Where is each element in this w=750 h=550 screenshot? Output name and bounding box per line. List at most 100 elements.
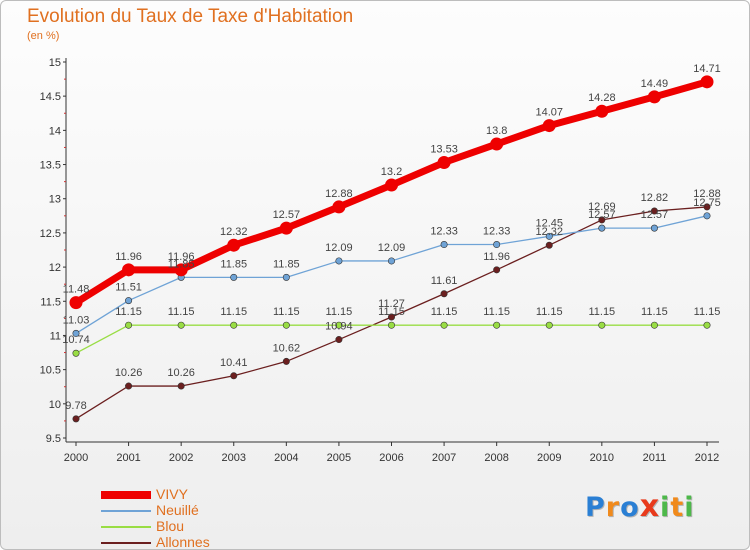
chart-title: Evolution du Taux de Taxe d'Habitation xyxy=(27,6,354,27)
data-label: 12.75 xyxy=(693,197,721,209)
data-label: 11.15 xyxy=(115,306,142,318)
data-label: 11.96 xyxy=(115,251,142,263)
data-point xyxy=(598,224,606,232)
x-tick-label: 2000 xyxy=(64,452,88,464)
data-point xyxy=(493,241,501,249)
data-point xyxy=(493,321,501,329)
x-tick-label: 2011 xyxy=(643,452,667,464)
data-point xyxy=(122,263,136,277)
data-point xyxy=(125,382,133,390)
data-label: 12.88 xyxy=(693,188,721,200)
y-tick-label: 10 xyxy=(49,399,61,411)
data-point xyxy=(227,238,241,252)
data-point xyxy=(282,273,290,281)
data-label: 11.15 xyxy=(483,306,510,318)
y-tick-label: 10.5 xyxy=(40,365,61,377)
data-point xyxy=(650,207,658,215)
data-label: 10.26 xyxy=(167,367,195,379)
proxiti-logo: Proxiti xyxy=(585,489,695,524)
data-label: 12.09 xyxy=(378,242,406,254)
data-label: 13.2 xyxy=(381,166,402,178)
data-point xyxy=(279,221,293,235)
data-point xyxy=(440,290,448,298)
data-label: 11.48 xyxy=(63,284,90,296)
y-tick-label: 11 xyxy=(50,330,61,342)
data-point xyxy=(230,372,238,380)
x-tick-label: 2009 xyxy=(537,452,561,464)
series-layer xyxy=(69,75,714,423)
legend-label: Neuillé xyxy=(156,502,199,518)
data-label: 11.96 xyxy=(483,251,510,263)
data-point xyxy=(335,336,343,344)
data-label: 12.32 xyxy=(220,226,248,238)
y-tick-label: 12.5 xyxy=(40,228,61,240)
data-label: 11.15 xyxy=(588,306,615,318)
data-point xyxy=(335,257,343,265)
data-label: 12.32 xyxy=(535,226,563,238)
data-label: 12.09 xyxy=(325,242,353,254)
data-point xyxy=(335,321,343,329)
data-label: 12.82 xyxy=(641,192,669,204)
data-point xyxy=(387,313,395,321)
data-label: 10.94 xyxy=(325,321,353,333)
data-point xyxy=(125,297,133,305)
y-tick-label: 13.5 xyxy=(40,160,61,172)
data-label: 11.51 xyxy=(115,282,142,294)
data-label: 11.15 xyxy=(220,306,247,318)
data-label: 11.85 xyxy=(220,258,247,270)
data-labels-layer: 11.48 11.96 11.96 12.32 12.57 12.88 13.2 13.53 1… xyxy=(62,63,721,412)
x-tick-label: 2010 xyxy=(590,452,614,464)
data-point xyxy=(230,321,238,329)
data-point xyxy=(542,119,556,133)
data-label: 11.15 xyxy=(378,306,405,318)
logo-letter: r xyxy=(605,492,621,523)
x-tick-label: 2007 xyxy=(432,452,456,464)
data-point xyxy=(125,321,133,329)
legend-label: Allonnes xyxy=(156,534,210,550)
data-label: 11.15 xyxy=(168,306,195,318)
data-label: 12.57 xyxy=(588,209,616,221)
x-tick-label: 2002 xyxy=(169,452,193,464)
legend-label: VIVY xyxy=(156,486,188,502)
data-label: 13.8 xyxy=(486,125,507,137)
data-label: 11.15 xyxy=(273,306,300,318)
data-point xyxy=(72,415,80,423)
chart-subtitle: (en %) xyxy=(27,30,60,42)
data-label: 10.26 xyxy=(115,367,143,379)
data-label: 10.62 xyxy=(273,342,301,354)
x-tick-label: 2008 xyxy=(484,452,508,464)
data-point xyxy=(703,321,711,329)
data-label: 13.53 xyxy=(430,143,458,155)
data-point xyxy=(703,212,711,220)
data-point xyxy=(72,349,80,357)
logo-letter: i xyxy=(660,492,671,523)
data-point xyxy=(174,263,188,277)
data-label: 11.15 xyxy=(694,306,721,318)
data-label: 11.85 xyxy=(168,258,195,270)
y-tick-label: 15 xyxy=(49,57,61,69)
data-point xyxy=(545,241,553,249)
data-point xyxy=(385,178,398,192)
legend-swatch xyxy=(101,542,151,544)
data-point xyxy=(598,216,606,224)
y-tick-label: 14 xyxy=(49,125,61,137)
data-label: 11.61 xyxy=(431,275,458,287)
logo-letter: P xyxy=(585,492,606,523)
data-label: 11.96 xyxy=(168,251,195,263)
x-tick-label: 2012 xyxy=(695,452,719,464)
data-point xyxy=(700,75,714,89)
logo-letter: i xyxy=(684,492,695,523)
x-tick-label: 2004 xyxy=(274,452,298,464)
data-label: 12.33 xyxy=(430,226,458,238)
data-label: 11.27 xyxy=(378,298,405,310)
data-label: 9.78 xyxy=(65,400,86,412)
data-point xyxy=(177,321,185,329)
data-label: 12.57 xyxy=(273,209,301,221)
data-point xyxy=(440,321,448,329)
legend-label: Blou xyxy=(156,518,185,534)
data-label: 14.49 xyxy=(641,78,669,90)
data-point xyxy=(595,104,609,118)
data-point xyxy=(282,357,290,365)
data-point xyxy=(437,155,451,169)
